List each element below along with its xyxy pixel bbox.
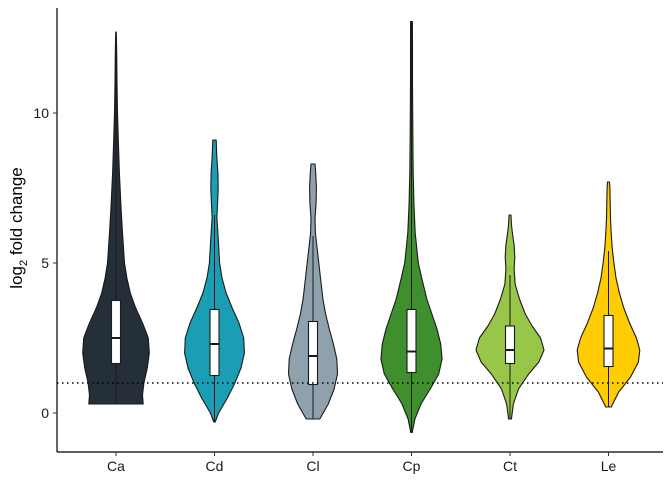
y-tick-label-5: 5: [41, 255, 49, 271]
x-axis: Ca Cd Cl Cp Ct Le: [57, 451, 663, 474]
box-Ca: [110, 299, 122, 365]
y-axis-title: log2 fold change: [7, 167, 30, 288]
violin-Ct: [475, 214, 545, 420]
x-tick-label-Le: Le: [601, 458, 617, 474]
violin-Cl: [287, 163, 339, 420]
y-tick-label-0: 0: [41, 405, 49, 421]
violin-Cp: [380, 20, 443, 434]
y-axis-title-subscript: 2: [18, 260, 30, 266]
y-tick-label-10: 10: [33, 105, 49, 121]
y-axis: 0 5 10: [33, 8, 58, 452]
x-tick-label-Cd: Cd: [206, 458, 224, 474]
violin-Ca: [82, 31, 150, 405]
x-tick-label-Cp: Cp: [403, 458, 421, 474]
violins-layer: [82, 20, 641, 434]
box-Cp: [406, 308, 417, 374]
box-Cl: [307, 320, 319, 386]
violin-Cd: [184, 139, 245, 423]
x-tick-label-Ca: Ca: [107, 458, 125, 474]
x-tick-label-Cl: Cl: [306, 458, 319, 474]
box-Ct: [504, 325, 516, 365]
box-Cd: [209, 308, 220, 377]
box-Le: [603, 314, 614, 368]
violin-Le: [576, 181, 641, 408]
x-tick-label-Ct: Ct: [503, 458, 517, 474]
